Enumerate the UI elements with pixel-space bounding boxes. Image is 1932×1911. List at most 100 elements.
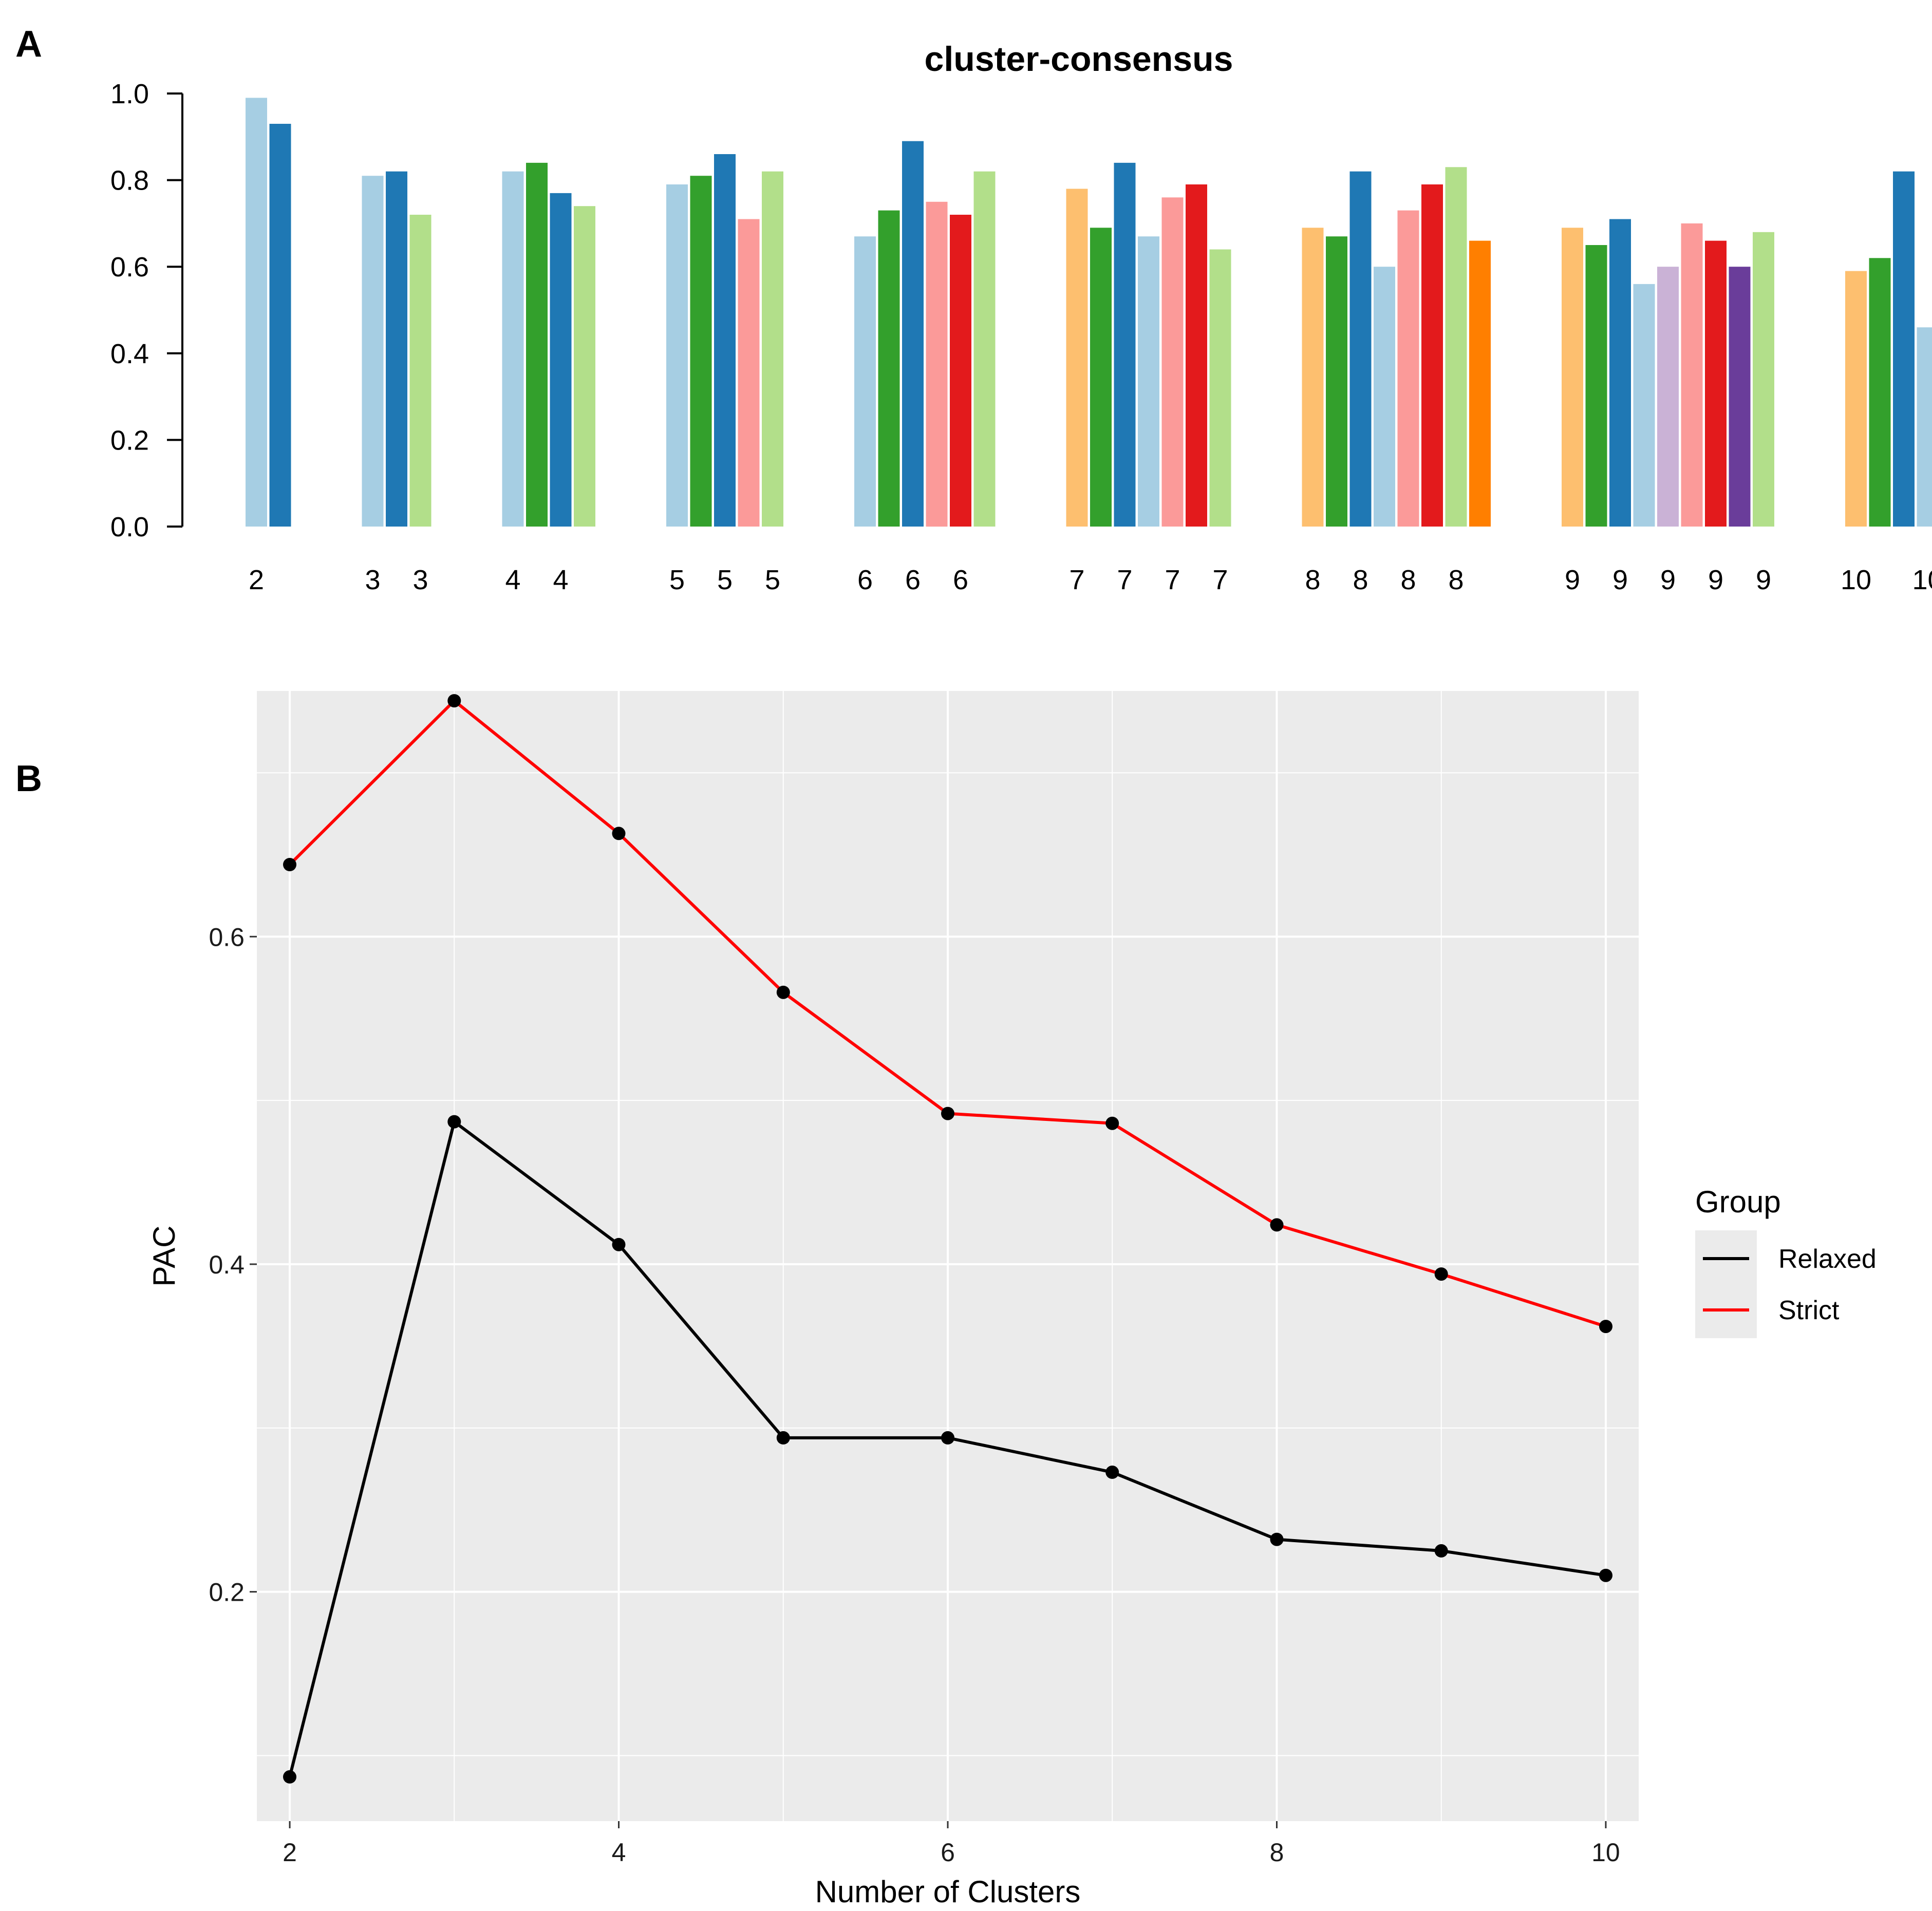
bar-k4-cluster4	[574, 206, 595, 527]
point-strict-k4	[612, 827, 626, 840]
panel-a-bars	[246, 98, 1932, 527]
bar-k8-cluster1	[1302, 228, 1324, 527]
panel-a-bar-chart: cluster-consensus 0.0 0.2 0.4 0.6 0.8 1.0 2 3 3…	[110, 40, 1932, 595]
panel-a-x-tick-label: 7	[1117, 565, 1132, 595]
bar-k3-cluster1	[362, 176, 384, 527]
panel-a-x-tick-label: 7	[1212, 565, 1228, 595]
panel-b-x-tick-label: 10	[1591, 1838, 1620, 1867]
point-relaxed-k4	[612, 1238, 626, 1251]
panel-b-x-axis-title: Number of Clusters	[815, 1875, 1081, 1909]
bar-k9-cluster5	[1657, 267, 1679, 527]
point-relaxed-k9	[1434, 1544, 1448, 1558]
panel-a-x-tick-label: 5	[765, 565, 780, 595]
bar-k8-cluster6	[1421, 184, 1443, 527]
panel-b-legend: Group Relaxed Strict	[1695, 1185, 1877, 1338]
bar-k7-cluster7	[1209, 249, 1231, 527]
panel-a-x-tick-label: 4	[553, 565, 568, 595]
panel-a-x-tick-label: 3	[365, 565, 380, 595]
panel-a-x-tick-label: 8	[1448, 565, 1464, 595]
panel-b-y-tick-label: 0.2	[209, 1578, 245, 1607]
point-strict-k5	[776, 985, 790, 999]
point-strict-k8	[1270, 1218, 1284, 1232]
bar-k9-cluster7	[1705, 240, 1727, 527]
panel-b-y-axis-title: PAC	[147, 1226, 181, 1287]
panel-a-x-tick-label: 7	[1165, 565, 1180, 595]
bar-k4-cluster1	[502, 171, 524, 527]
bar-k9-cluster2	[1585, 245, 1607, 527]
bar-k6-cluster6	[973, 171, 996, 527]
bar-k2-cluster2	[269, 124, 291, 527]
point-relaxed-k10	[1599, 1568, 1612, 1582]
bar-k7-cluster1	[1066, 189, 1088, 527]
panel-a-x-tick-label: 9	[1660, 565, 1676, 595]
bar-k9-cluster8	[1729, 267, 1751, 527]
panel-a-x-tick-label: 9	[1756, 565, 1771, 595]
bar-k4-cluster3	[550, 193, 572, 527]
panel-a-y-tick-label: 0.4	[110, 339, 149, 369]
panel-a-x-tick-label: 3	[412, 565, 428, 595]
bar-k5-cluster3	[714, 154, 736, 527]
bar-k7-cluster5	[1161, 197, 1184, 527]
bar-k8-cluster4	[1374, 267, 1395, 527]
bar-k9-cluster1	[1562, 228, 1583, 527]
panel-a-x-tick-label: 8	[1353, 565, 1368, 595]
panel-a-y-axis: 0.0 0.2 0.4 0.6 0.8 1.0	[110, 79, 183, 542]
point-strict-k7	[1105, 1116, 1119, 1130]
panel-b-axes: 2 4 6 8 10 0.2 0.4 0.6	[209, 923, 1620, 1867]
legend-label-relaxed: Relaxed	[1778, 1244, 1877, 1274]
panel-a-x-tick-label: 6	[857, 565, 873, 595]
panel-b-y-tick-label: 0.6	[209, 923, 245, 951]
panel-a-y-tick-label: 0.6	[110, 252, 149, 283]
legend-title: Group	[1695, 1185, 1781, 1219]
panel-a-x-tick-label: 9	[1612, 565, 1628, 595]
bar-k6-cluster2	[878, 210, 900, 527]
bar-k9-cluster4	[1633, 284, 1655, 527]
panel-a-x-tick-label: 8	[1305, 565, 1320, 595]
panel-a-x-tick-label: 5	[717, 565, 733, 595]
bar-k9-cluster3	[1609, 219, 1631, 527]
panel-b-line-chart: 2 4 6 8 10 0.2 0.4 0.6 Number of Clusters PAC G…	[147, 691, 1877, 1909]
bar-k6-cluster3	[902, 141, 924, 527]
panel-b-x-tick-label: 2	[283, 1838, 297, 1867]
panel-a-x-tick-label: 10	[1841, 565, 1871, 595]
panel-b-y-tick-label: 0.4	[209, 1250, 245, 1279]
panel-a-label: A	[15, 24, 42, 65]
bar-k9-cluster9	[1753, 232, 1774, 527]
panel-b-x-tick-label: 6	[941, 1838, 955, 1867]
panel-a-x-tick-label: 2	[249, 565, 264, 595]
point-relaxed-k7	[1105, 1465, 1119, 1479]
bar-k7-cluster4	[1138, 236, 1159, 527]
bar-k8-cluster5	[1397, 210, 1419, 527]
bar-k5-cluster2	[690, 176, 712, 527]
panel-b-points	[283, 694, 1612, 1784]
bar-k6-cluster4	[926, 201, 948, 527]
point-strict-k3	[447, 694, 461, 708]
bar-k7-cluster2	[1090, 228, 1112, 527]
panel-a-x-tick-label: 6	[953, 565, 968, 595]
panel-a-y-tick-label: 0.8	[110, 165, 149, 196]
point-strict-k6	[941, 1107, 954, 1120]
panel-a-x-tick-label: 4	[505, 565, 520, 595]
panel-b-gridlines	[257, 691, 1639, 1821]
point-strict-k2	[283, 858, 296, 871]
bar-k8-cluster3	[1349, 171, 1372, 527]
panel-a-x-tick-label: 6	[905, 565, 921, 595]
bar-k3-cluster3	[409, 215, 432, 527]
point-strict-k9	[1434, 1267, 1448, 1281]
point-relaxed-k8	[1270, 1532, 1284, 1546]
bar-k8-cluster8	[1469, 240, 1491, 527]
bar-k10-cluster4	[1917, 327, 1932, 527]
point-relaxed-k5	[776, 1431, 790, 1445]
bar-k7-cluster6	[1186, 184, 1207, 527]
bar-k6-cluster5	[950, 215, 971, 527]
bar-k5-cluster5	[762, 171, 783, 527]
bar-k4-cluster2	[526, 162, 548, 527]
bar-k7-cluster3	[1114, 162, 1136, 527]
panel-a-y-tick-label: 0.2	[110, 425, 149, 456]
bar-k10-cluster3	[1893, 171, 1915, 527]
bar-k8-cluster2	[1326, 236, 1347, 527]
panel-a-x-tick-label: 9	[1708, 565, 1723, 595]
bar-k5-cluster1	[666, 184, 688, 527]
panel-b-x-tick-label: 4	[612, 1838, 626, 1867]
